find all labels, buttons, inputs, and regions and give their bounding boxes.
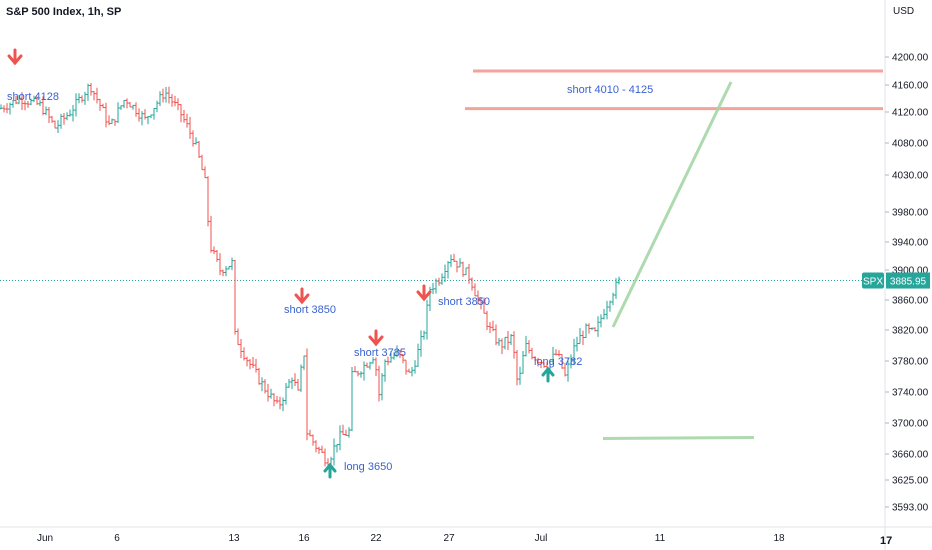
chart-title: S&P 500 Index, 1h, SP (6, 6, 122, 18)
annotation-label: long 3782 (534, 356, 582, 368)
y-tick-label: 3980.00 (892, 208, 929, 219)
y-tick-label: 4160.00 (892, 81, 929, 92)
price-tag: 3885.95 (890, 277, 927, 288)
y-tick-label: 3900.00 (892, 266, 929, 277)
y-tick-label: 3860.00 (892, 296, 929, 307)
symbol-tag: SPX (863, 277, 883, 288)
y-tick-label: 4200.00 (892, 53, 929, 64)
y-tick-label: 3660.00 (892, 450, 929, 461)
price-tag-bg (886, 272, 930, 289)
y-tick-label: 3593.00 (892, 503, 929, 514)
y-tick-label: 3700.00 (892, 419, 929, 430)
annotation-label: short 4128 (7, 91, 59, 103)
x-tick-label: 6 (114, 533, 120, 544)
projection-line (611, 81, 733, 328)
y-tick-label: 4120.00 (892, 108, 929, 119)
tradingview-logo: 17 (880, 535, 893, 547)
candles-layer (0, 82, 621, 470)
x-tick-label: 22 (370, 533, 382, 544)
annotation-label: short 4010 - 4125 (567, 84, 653, 96)
annotation-label: short 3785 (354, 347, 406, 359)
currency-label: USD (893, 6, 915, 17)
y-tick-label: 4030.00 (892, 171, 929, 182)
annotation-label: long 3650 (344, 461, 392, 473)
support-line (602, 436, 755, 440)
x-tick-label: 27 (443, 533, 455, 544)
x-tick-label: 13 (228, 533, 240, 544)
y-tick-label: 3625.00 (892, 476, 929, 487)
y-tick-label: 3820.00 (892, 326, 929, 337)
annotation-label: short 3850 (438, 296, 490, 308)
y-tick-label: 3940.00 (892, 238, 929, 249)
y-tick-label: 3740.00 (892, 388, 929, 399)
annotation-layer: short 4128 short 3850 short 3785 short 3850… (7, 48, 653, 479)
annotation-label: short 3850 (284, 304, 336, 316)
lines-layer (465, 69, 883, 440)
x-tick-label: Jun (37, 533, 53, 544)
x-tick-label: 18 (773, 533, 785, 544)
symbol-tag-bg (862, 272, 884, 289)
x-tick-label: 16 (298, 533, 310, 544)
x-tick-label: Jul (535, 533, 548, 544)
y-tick-label: 4080.00 (892, 139, 929, 150)
x-tick-label: 11 (655, 533, 666, 544)
y-tick-label: 3780.00 (892, 357, 929, 368)
